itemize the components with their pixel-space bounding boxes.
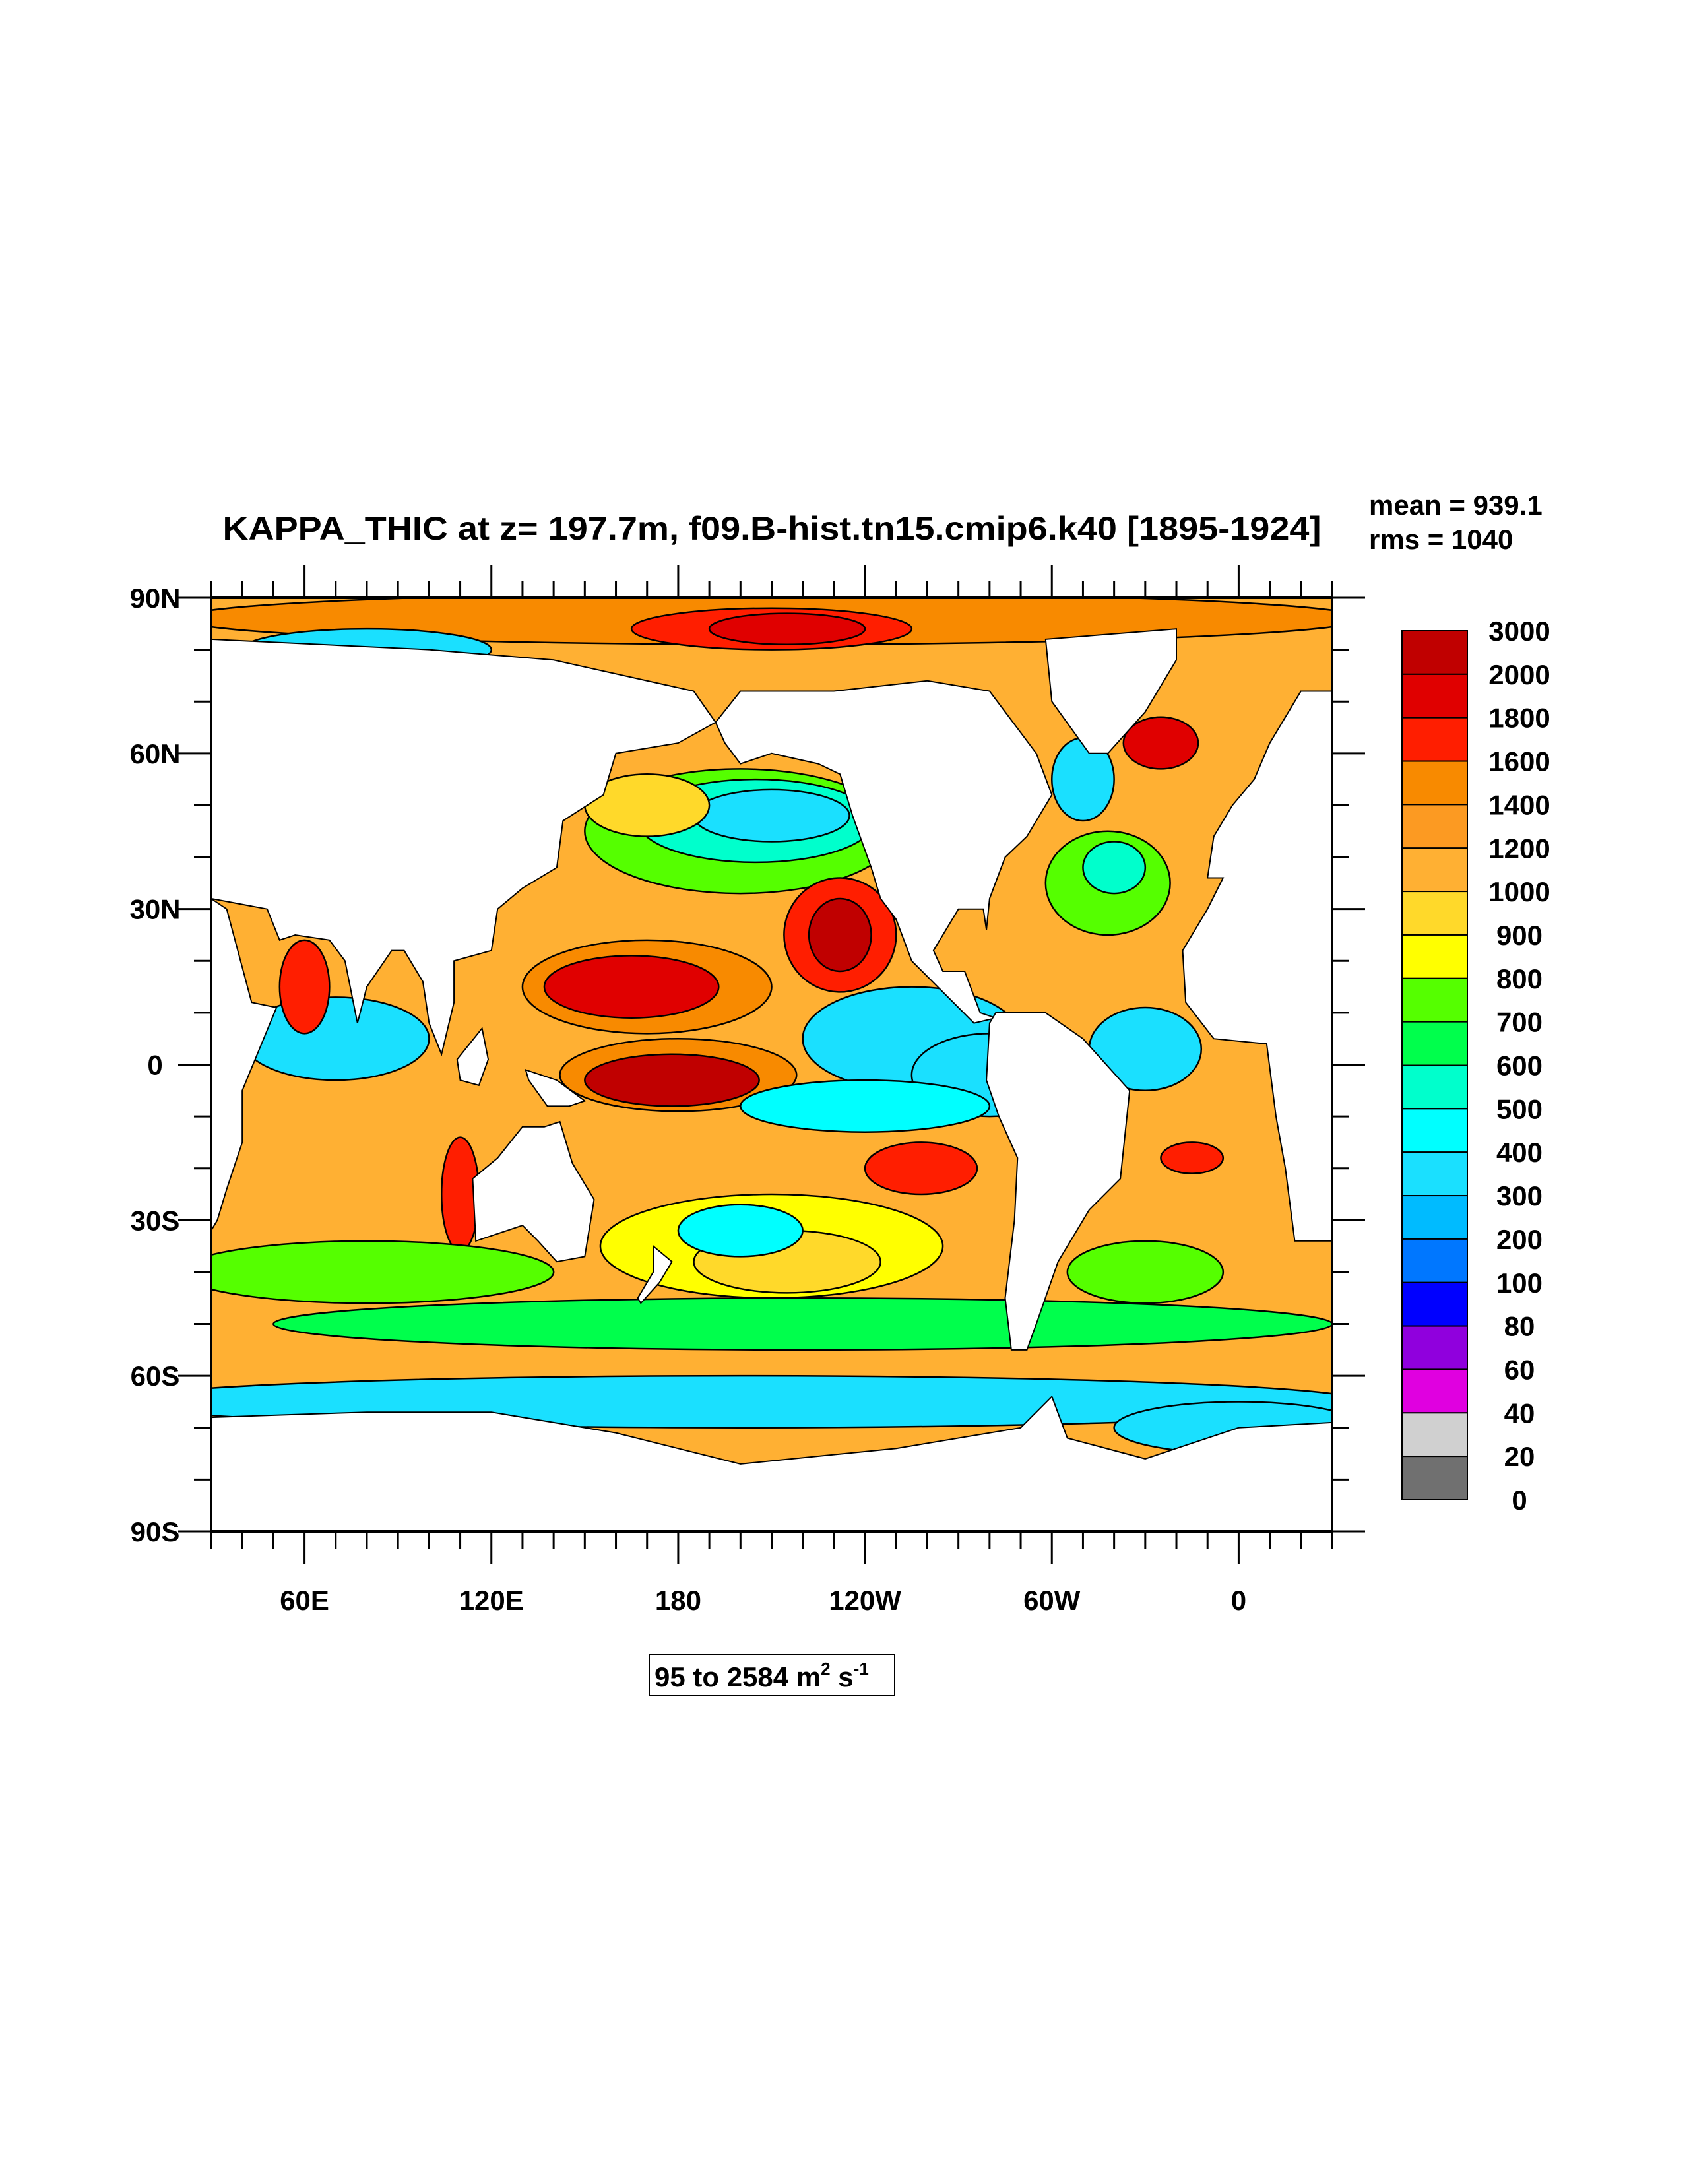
new-guinea-landmask — [525, 1068, 587, 1107]
colorbar-swatch — [1401, 891, 1468, 936]
contour-region — [864, 1141, 978, 1196]
colorbar-swatch — [1401, 630, 1468, 675]
y-tick-label: 30N — [129, 894, 180, 925]
x-tick-label: 0 — [1231, 1585, 1246, 1616]
contour-region — [740, 1079, 991, 1133]
colorbar-label: 500 — [1496, 1093, 1543, 1124]
colorbar-label: 3000 — [1488, 616, 1550, 647]
colorbar-label: 1200 — [1488, 833, 1550, 864]
contour-region — [1082, 841, 1147, 895]
contour-region — [708, 612, 866, 645]
y-axis-labels: 90N 60N 30N 0 30S 60S 90S — [129, 583, 180, 1547]
colorbar-label: 100 — [1496, 1268, 1543, 1299]
x-tick-label: 60W — [1023, 1585, 1081, 1616]
mean-stat: mean = 939.1 — [1369, 490, 1543, 521]
x-tick-label: 180 — [655, 1585, 701, 1616]
colorbar-swatch — [1401, 934, 1468, 979]
colorbar-label: 800 — [1496, 963, 1543, 994]
africa-east-landmask — [211, 897, 278, 1233]
colorbar-swatch — [1401, 804, 1468, 849]
south-america-landmask — [986, 1012, 1131, 1351]
colorbar-swatch — [1401, 673, 1468, 719]
range-unit-s: s — [831, 1661, 854, 1692]
colorbar-label: 1000 — [1488, 876, 1550, 907]
colorbar-swatch — [1401, 1325, 1468, 1370]
range-label-box — [649, 1654, 895, 1696]
colorbar-swatch — [1401, 1151, 1468, 1197]
y-tick-label: 0 — [147, 1050, 162, 1081]
colorbar-label: 1800 — [1488, 703, 1550, 734]
colorbar-swatch — [1401, 1195, 1468, 1240]
contour-region — [1066, 1240, 1225, 1304]
y-tick-label: 90S — [131, 1516, 180, 1547]
colorbar-swatch — [1401, 1238, 1468, 1283]
range-text: 95 to 2584 m — [654, 1661, 821, 1692]
colorbar-label: 1600 — [1488, 746, 1550, 777]
contour-region — [677, 1204, 804, 1258]
contour-region — [808, 897, 872, 973]
contour-region — [543, 955, 720, 1019]
contour-region — [693, 788, 850, 843]
x-tick-label: 120E — [459, 1585, 524, 1616]
y-tick-label: 90N — [129, 583, 180, 614]
colorbar-swatch — [1401, 1368, 1468, 1414]
range-sup-neg1: -1 — [854, 1659, 869, 1679]
colorbar-label: 60 — [1504, 1354, 1535, 1385]
colorbar-swatch — [1401, 1412, 1468, 1458]
colorbar-swatch — [1401, 1456, 1468, 1500]
colorbar-swatch — [1401, 1281, 1468, 1327]
colorbar-label: 600 — [1496, 1050, 1543, 1081]
colorbar-label: 0 — [1512, 1485, 1527, 1516]
colorbar-swatch — [1401, 760, 1468, 806]
greenland-landmask — [1044, 628, 1177, 754]
colorbar-label: 80 — [1504, 1311, 1535, 1342]
contour-region — [584, 1053, 760, 1107]
range-label: 95 to 2584 m2 s-1 — [654, 1659, 869, 1692]
y-tick-label: 60S — [131, 1361, 180, 1392]
borneo-landmask — [456, 1027, 490, 1087]
eurasia-landmask — [211, 638, 717, 1057]
x-axis-labels: 60E 120E 180 120W 60W 0 — [280, 1585, 1246, 1616]
colorbar-swatch — [1401, 1021, 1468, 1066]
colorbar-swatch — [1401, 977, 1468, 1023]
contour-region — [272, 1297, 1332, 1351]
colorbar-label: 700 — [1496, 1007, 1543, 1038]
colorbar-swatch — [1401, 847, 1468, 893]
colorbar-label: 900 — [1496, 920, 1543, 951]
colorbar-label: 40 — [1504, 1397, 1535, 1429]
australia-landmask — [472, 1120, 595, 1263]
colorbar-label: 300 — [1496, 1180, 1543, 1211]
colorbar-swatch — [1401, 717, 1468, 762]
contour-region — [278, 939, 331, 1035]
new-zealand-landmask — [637, 1244, 673, 1304]
y-tick-label: 60N — [129, 738, 180, 769]
axis-ticks — [178, 565, 1365, 1564]
colorbar-label: 2000 — [1488, 659, 1550, 690]
contour-region — [211, 1240, 555, 1304]
colorbar-label: 1400 — [1488, 789, 1550, 820]
chart-title: KAPPA_THIC at z= 197.7m, f09.B-hist.tn15… — [223, 510, 1322, 547]
europe-africa-landmask — [1182, 690, 1332, 1242]
map-field — [211, 598, 1332, 1531]
y-tick-label: 30S — [131, 1205, 180, 1236]
colorbar-label: 200 — [1496, 1224, 1543, 1255]
contour-region — [1122, 716, 1199, 770]
colorbar-swatch — [1401, 1108, 1468, 1153]
colorbar-label: 400 — [1496, 1137, 1543, 1168]
x-tick-label: 120W — [829, 1585, 901, 1616]
rms-stat: rms = 1040 — [1369, 524, 1513, 555]
x-tick-label: 60E — [280, 1585, 329, 1616]
north-america-landmask — [715, 680, 1053, 1024]
colorbar: 3000200018001600140012001000900800700600… — [1401, 616, 1550, 1516]
colorbar-label: 20 — [1504, 1441, 1535, 1472]
range-sup-2: 2 — [821, 1659, 830, 1679]
contour-region — [1160, 1141, 1225, 1174]
colorbar-swatch — [1401, 1064, 1468, 1110]
antarctica-landmask — [211, 1395, 1332, 1531]
